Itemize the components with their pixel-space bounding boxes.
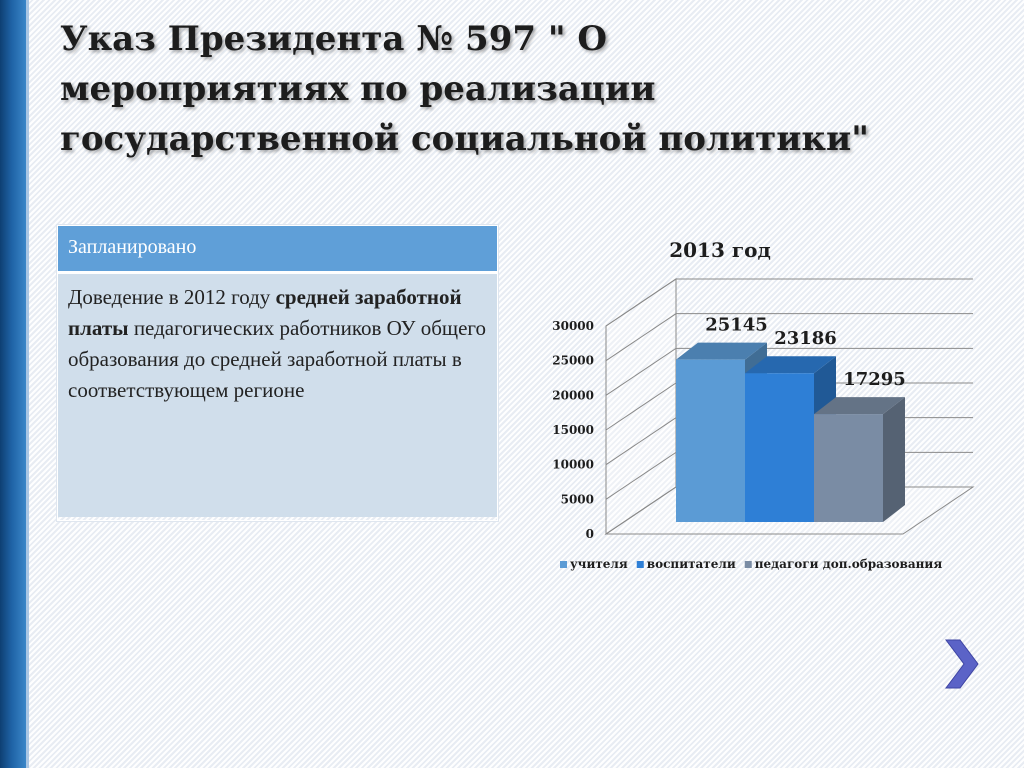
bar-side (883, 397, 905, 522)
y-tick-label: 30000 (552, 319, 594, 333)
y-tick-label: 10000 (552, 458, 594, 472)
legend-swatch (636, 561, 644, 568)
chevron-right-icon[interactable] (938, 638, 982, 690)
plan-table: Запланировано Доведение в 2012 году сред… (57, 225, 498, 521)
bar (676, 359, 745, 522)
plan-text-bold: средней заработной платы (68, 285, 462, 340)
data-label: 25145 (705, 315, 768, 336)
chart-title: 2013 год (669, 238, 771, 262)
gridline (605, 278, 973, 327)
plan-body: Доведение в 2012 году средней заработной… (58, 274, 497, 517)
left-accent-bar (0, 0, 26, 768)
legend-swatch (560, 561, 567, 568)
chart-svg: 0 5000 10000 15000 20000 25000 30000 25145 23186… (552, 278, 975, 571)
y-tick-label: 15000 (552, 423, 594, 437)
plan-header: Запланировано (58, 226, 497, 274)
plan-text-start: Доведение в 2012 году (68, 285, 276, 309)
y-tick-label: 20000 (552, 388, 594, 402)
bar (814, 414, 883, 522)
bar-top (676, 342, 767, 360)
left-accent-line (26, 0, 29, 768)
legend-swatch (744, 561, 752, 568)
data-label: 17295 (843, 369, 906, 390)
y-tick-label: 25000 (552, 354, 594, 368)
legend-label: педагоги доп.образования (755, 557, 943, 571)
bar-top (814, 397, 905, 415)
chart: 2013 год 0 5000 10000 15000 20000 25000 30000 2… (520, 230, 990, 590)
bar (745, 373, 814, 522)
gridline (605, 313, 973, 362)
gridline (605, 347, 973, 396)
y-tick-label: 0 (586, 527, 594, 541)
slide-title: Указ Президента № 597 " О мероприятиях п… (60, 19, 869, 159)
bar-top (745, 356, 836, 374)
plan-text-end: педагогических работников ОУ общего обра… (68, 316, 487, 402)
legend-label: учителя (570, 557, 628, 571)
data-label: 23186 (774, 328, 837, 349)
y-tick-label: 5000 (561, 492, 594, 506)
legend-label: воспитатели (647, 557, 736, 571)
